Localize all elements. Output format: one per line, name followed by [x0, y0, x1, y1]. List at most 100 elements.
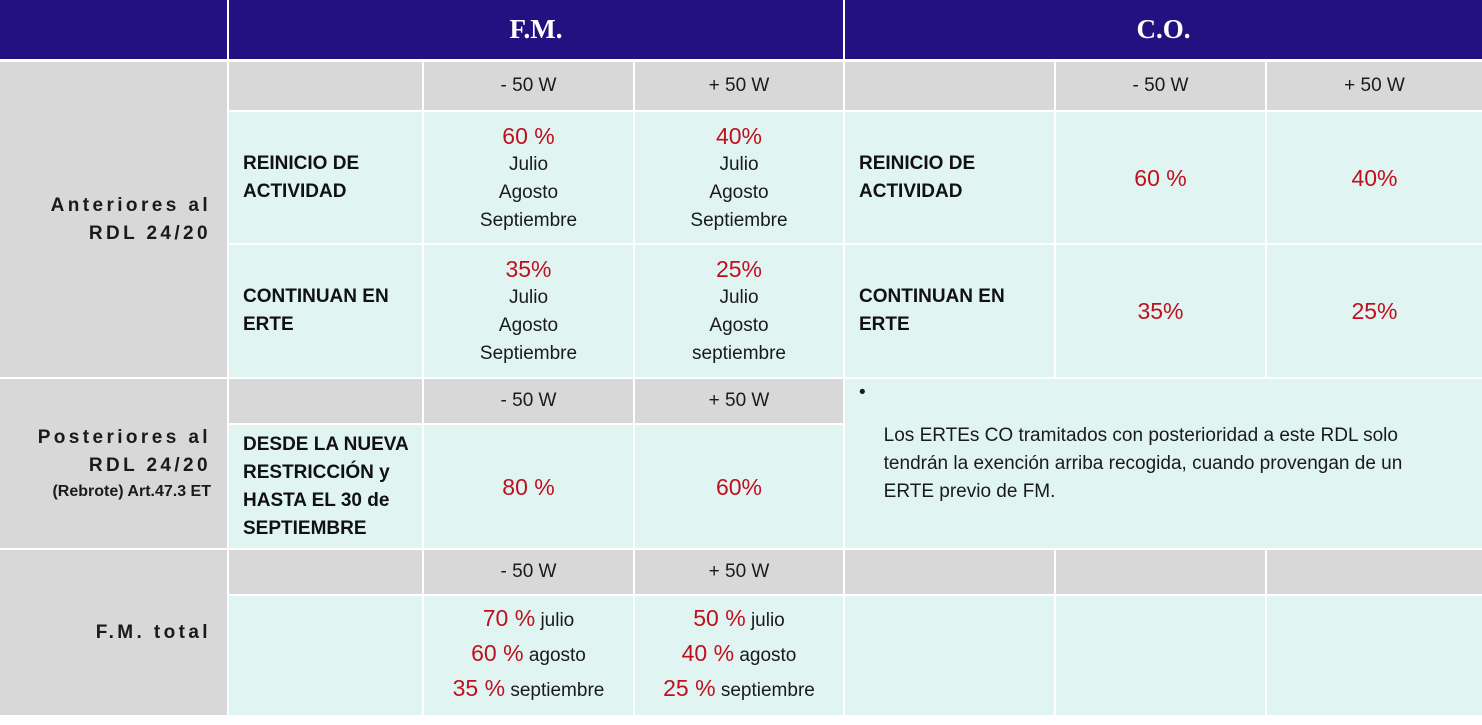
- subheader-co-blank: [1267, 550, 1482, 594]
- subheader-fm-minus: - 50 W: [424, 550, 633, 594]
- side-posteriores: Posteriores al RDL 24/20 (Rebrote) Art.4…: [0, 379, 227, 548]
- side-anteriores: Anteriores al RDL 24/20: [0, 62, 227, 377]
- pct-value: 25 %: [663, 675, 716, 701]
- row-label-continuan-l2: ERTE: [243, 314, 294, 335]
- row-label-continuan-co-l2: ERTE: [859, 314, 910, 335]
- row-label-reinicio-l2: ACTIVIDAD: [243, 180, 347, 202]
- subheader-co-blank: [845, 62, 1054, 110]
- month-label: Septiembre: [479, 209, 578, 231]
- bullet-icon: •: [859, 382, 866, 403]
- pct-value: 40%: [1351, 164, 1398, 191]
- subheader-fm-plus: + 50 W: [635, 550, 843, 594]
- cell-continuan-fm-plus: 25% Julio Agosto septiembre: [635, 245, 843, 377]
- cell-desde-fm-plus: 60%: [635, 425, 843, 548]
- subheader-co-blank: [845, 550, 1054, 594]
- row-label-reinicio-co-l1: REINICIO DE: [859, 152, 976, 174]
- pct-value: 50 %: [693, 605, 746, 631]
- month-label: septiembre: [510, 680, 605, 701]
- cell-desde-fm-minus: 80 %: [424, 425, 633, 548]
- total-line: 40 % agosto: [682, 638, 797, 673]
- month-label: Agosto: [498, 315, 559, 336]
- row-label-desde-l1: DESDE LA NUEVA: [243, 433, 409, 455]
- pct-value: 60 %: [471, 640, 524, 666]
- total-line: 60 % agosto: [471, 638, 586, 673]
- total-line: 50 % julio: [693, 603, 785, 638]
- cell-continuan-fm-minus: 35% Julio Agosto Septiembre: [424, 245, 633, 377]
- side-posteriores-sub: (Rebrote) Art.47.3 ET: [52, 482, 211, 500]
- month-label: julio: [540, 610, 575, 631]
- month-label: julio: [750, 610, 785, 631]
- row-label-reinicio: REINICIO DE ACTIVIDAD: [229, 112, 422, 243]
- side-anteriores-line2: RDL 24/20: [88, 222, 211, 244]
- cell-total-fm-minus: 70 % julio 60 % agosto 35 % septiembre: [424, 596, 633, 715]
- co-note-line: ERTE previo de FM.: [883, 480, 1056, 502]
- month-label: Agosto: [709, 181, 769, 203]
- header-blank: [0, 0, 227, 59]
- month-label: septiembre: [692, 343, 786, 364]
- total-co-blank: [1267, 596, 1482, 715]
- subheader-fm-plus: + 50 W: [635, 62, 843, 110]
- cell-total-fm-plus: 50 % julio 40 % agosto 25 % septiembre: [635, 596, 843, 715]
- side-posteriores-line1: Posteriores al: [37, 426, 211, 448]
- total-line: 35 % septiembre: [453, 673, 605, 708]
- month-label: Agosto: [709, 315, 769, 336]
- side-total-label: F.M. total: [95, 621, 211, 643]
- side-total: F.M. total: [0, 550, 227, 715]
- row-label-continuan-co-l1: CONTINUAN EN: [859, 286, 1005, 307]
- pct-value: 40 %: [681, 640, 735, 666]
- cell-reinicio-co-plus: 40%: [1267, 112, 1482, 243]
- month-label: Septiembre: [690, 209, 788, 231]
- pct-value: 70 %: [482, 605, 536, 631]
- pct-value: 35 %: [452, 675, 506, 701]
- total-line: 70 % julio: [483, 603, 575, 638]
- row-label-continuan-co: CONTINUAN EN ERTE: [845, 245, 1054, 377]
- row-label-continuan: CONTINUAN EN ERTE: [229, 245, 422, 377]
- pct-value: 60 %: [502, 122, 555, 149]
- month-label: Julio: [508, 153, 549, 175]
- row-label-desde-l3: HASTA EL 30 de: [243, 489, 390, 511]
- cell-continuan-co-minus: 35%: [1056, 245, 1265, 377]
- month-label: septiembre: [720, 680, 815, 701]
- total-co-blank: [845, 596, 1054, 715]
- co-note: • Los ERTEs CO tramitados con posteriori…: [845, 379, 1482, 548]
- month-label: agosto: [739, 645, 797, 666]
- total-blank: [229, 596, 422, 715]
- side-posteriores-line2: RDL 24/20: [88, 454, 211, 476]
- co-note-line: Los ERTEs CO tramitados con posteriorida…: [883, 424, 1398, 446]
- month-label: agosto: [528, 645, 586, 666]
- row-label-reinicio-co-l2: ACTIVIDAD: [859, 180, 963, 202]
- pct-value: 25%: [1351, 298, 1398, 324]
- cell-continuan-co-plus: 25%: [1267, 245, 1482, 377]
- pct-value: 60%: [715, 473, 763, 500]
- pct-value: 35%: [505, 256, 552, 282]
- pct-value: 60 %: [1134, 164, 1187, 191]
- month-label: Julio: [719, 153, 759, 175]
- total-line: 25 % septiembre: [663, 673, 815, 708]
- subheader-co-minus: - 50 W: [1056, 62, 1265, 110]
- co-note-line: tendrán la exención arriba recogida, cua…: [883, 452, 1403, 474]
- subheader-co-plus: + 50 W: [1267, 62, 1482, 110]
- pct-value: 40%: [715, 122, 763, 149]
- subheader-co-blank: [1056, 550, 1265, 594]
- side-anteriores-line1: Anteriores al: [50, 194, 211, 216]
- month-label: Julio: [719, 287, 759, 308]
- row-label-reinicio-co: REINICIO DE ACTIVIDAD: [845, 112, 1054, 243]
- pct-value: 80 %: [502, 473, 555, 500]
- row-label-desde-l2: RESTRICCIÓN y: [243, 461, 390, 483]
- month-label: Agosto: [498, 181, 559, 203]
- pct-value: 35%: [1137, 298, 1184, 324]
- pct-value: 25%: [715, 256, 763, 282]
- row-label-reinicio-l1: REINICIO DE: [243, 152, 360, 174]
- co-note-text: Los ERTEs CO tramitados con posteriorida…: [884, 422, 1403, 506]
- subheader-blank: [229, 62, 422, 110]
- cell-reinicio-fm-minus: 60 % Julio Agosto Septiembre: [424, 112, 633, 243]
- header-fm: F.M.: [229, 0, 843, 59]
- subheader-fm-minus: - 50 W: [424, 379, 633, 423]
- total-co-blank: [1056, 596, 1265, 715]
- subheader-blank: [229, 550, 422, 594]
- row-label-continuan-l1: CONTINUAN EN: [243, 286, 389, 307]
- row-label-desde: DESDE LA NUEVA RESTRICCIÓN y HASTA EL 30…: [229, 425, 422, 548]
- subheader-fm-minus: - 50 W: [424, 62, 633, 110]
- subheader-blank: [229, 379, 422, 423]
- cell-reinicio-fm-plus: 40% Julio Agosto Septiembre: [635, 112, 843, 243]
